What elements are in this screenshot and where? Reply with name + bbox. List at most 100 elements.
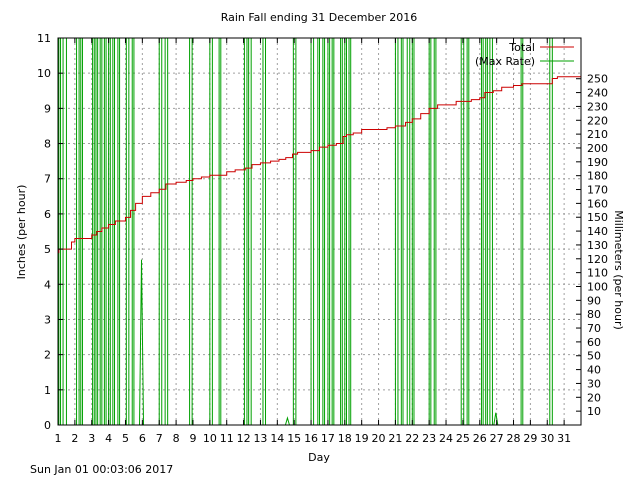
max-rate-spike: [103, 37, 107, 425]
x-tick-label: 31: [557, 432, 571, 445]
y2-tick-label: 180: [587, 170, 608, 183]
x-tick-label: 23: [422, 432, 436, 445]
y2-tick-label: 80: [587, 308, 601, 321]
x-tick-label: 12: [237, 432, 251, 445]
x-tick-label: 15: [287, 432, 301, 445]
max-rate-spike: [466, 37, 470, 425]
max-rate-partial-spike: [139, 259, 145, 426]
max-rate-spike: [406, 37, 411, 425]
total-line: [58, 76, 582, 254]
x-axis-label: Day: [308, 451, 330, 464]
y2-tick-label: 120: [587, 253, 608, 266]
max-rate-spike: [400, 37, 404, 425]
y-tick-label: 0: [44, 419, 51, 432]
max-rate-spike: [108, 37, 111, 425]
x-tick-label: 11: [220, 432, 234, 445]
y2-tick-label: 10: [587, 405, 601, 418]
y2-tick-label: 240: [587, 87, 608, 100]
max-rate-spike: [62, 37, 67, 425]
y-tick-label: 8: [44, 138, 51, 151]
timestamp: Sun Jan 01 00:03:06 2017: [30, 463, 174, 476]
x-tick-label: 1: [55, 432, 62, 445]
x-tick-label: 28: [507, 432, 521, 445]
x-tick-label: 7: [156, 432, 163, 445]
y2-tick-label: 50: [587, 350, 601, 363]
max-rate-spike: [489, 37, 493, 425]
y2-tick-label: 130: [587, 239, 608, 252]
max-rate-spike: [433, 37, 437, 425]
max-rate-spike: [189, 37, 193, 425]
legend-total-label: Total: [508, 41, 535, 54]
x-tick-label: 25: [456, 432, 470, 445]
x-tick-label: 21: [388, 432, 402, 445]
x-tick-label: 14: [270, 432, 284, 445]
legend-maxrate-label: (Max Rate): [475, 55, 535, 68]
y-tick-label: 6: [44, 208, 51, 221]
x-tick-label: 30: [540, 432, 554, 445]
y2-tick-label: 60: [587, 336, 601, 349]
max-rate-spike: [322, 37, 326, 425]
x-tick-label: 19: [355, 432, 369, 445]
x-tick-label: 8: [173, 432, 180, 445]
y2-tick-label: 210: [587, 128, 608, 141]
y2-axis-label: Millimeters (per hour): [612, 210, 625, 330]
chart-title: Rain Fall ending 31 December 2016: [221, 11, 418, 24]
y2-tick-label: 190: [587, 156, 608, 169]
max-rate-spike: [480, 37, 484, 425]
y2-tick-label: 70: [587, 322, 601, 335]
max-rate-spike: [125, 37, 130, 425]
max-rate-spike: [262, 37, 267, 425]
x-tick-label: 5: [122, 432, 129, 445]
y2-tick-label: 140: [587, 225, 608, 238]
y2-tick-label: 230: [587, 100, 608, 113]
x-tick-label: 9: [189, 432, 196, 445]
x-tick-label: 4: [105, 432, 112, 445]
max-rate-spike: [248, 37, 252, 425]
max-rate-spike: [292, 37, 297, 425]
max-rate-spike: [218, 37, 222, 425]
y-tick-label: 3: [44, 313, 51, 326]
max-rate-spike: [164, 37, 169, 425]
y-tick-label: 4: [44, 278, 51, 291]
max-rate-spike: [80, 37, 83, 425]
y-tick-label: 9: [44, 102, 51, 115]
max-rate-spike: [58, 37, 62, 425]
max-rate-spike: [549, 37, 553, 425]
max-rate-spike: [344, 37, 347, 425]
y2-tick-label: 110: [587, 267, 608, 280]
y2-tick-label: 220: [587, 114, 608, 127]
max-rate-spike: [411, 37, 415, 425]
x-tick-label: 24: [439, 432, 453, 445]
x-tick-label: 27: [490, 432, 504, 445]
y2-tick-label: 200: [587, 142, 608, 155]
series-layer: [58, 37, 582, 426]
max-rate-spike: [485, 37, 488, 425]
max-rate-partial-spike: [284, 416, 290, 426]
y2-tick-label: 90: [587, 294, 601, 307]
y-tick-label: 2: [44, 349, 51, 362]
x-tick-label: 29: [523, 432, 537, 445]
y2-tick-label: 250: [587, 73, 608, 86]
x-tick-label: 10: [203, 432, 217, 445]
max-rate-spike: [310, 37, 315, 425]
max-rate-spike: [92, 37, 95, 425]
y-tick-label: 10: [37, 67, 51, 80]
max-rate-spike: [117, 37, 121, 425]
y-tick-label: 11: [37, 32, 51, 45]
y-tick-label: 7: [44, 173, 51, 186]
y2-tick-label: 30: [587, 377, 601, 390]
y2-tick-label: 170: [587, 184, 608, 197]
y-axis-label: Inches (per hour): [15, 185, 28, 280]
y2-tick-label: 150: [587, 211, 608, 224]
x-tick-label: 2: [71, 432, 78, 445]
max-rate-spike: [394, 37, 399, 425]
x-tick-label: 16: [304, 432, 318, 445]
tick-labels: 1 2 3 4 5 6 7 8 9 10 11 12 13 14 15 16 17 18 19 20 21 22 23 24 2…: [37, 32, 608, 445]
y-tick-label: 1: [44, 384, 51, 397]
max-rate-spike: [460, 37, 465, 425]
tick-marks: [57, 37, 581, 426]
x-tick-label: 13: [253, 432, 267, 445]
max-rate-spike: [520, 37, 524, 425]
x-tick-label: 26: [473, 432, 487, 445]
